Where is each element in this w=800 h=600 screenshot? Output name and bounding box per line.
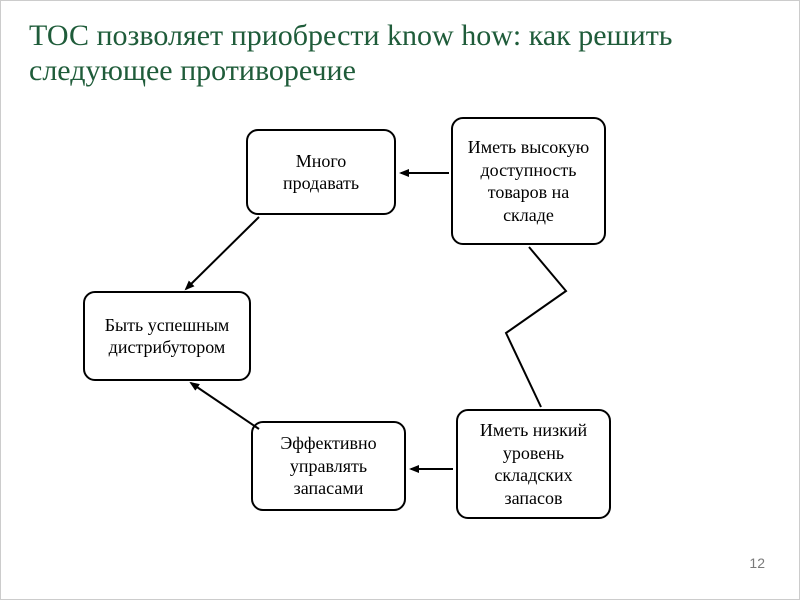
slide-title: ТОС позволяет приобрести know how: как р…: [29, 19, 771, 88]
arrow-manage_stock-to-successful: [191, 383, 259, 429]
node-successful-distributor: Быть успешным дистрибутором: [83, 291, 251, 381]
page-number: 12: [749, 555, 765, 571]
slide: ТОС позволяет приобрести know how: как р…: [0, 0, 800, 600]
conflict-zigzag: [506, 247, 566, 407]
node-manage-stock: Эффективно управлять запасами: [251, 421, 406, 511]
node-low-stock: Иметь низкий уровень складских запасов: [456, 409, 611, 519]
node-high-availability: Иметь высокую доступность товаров на скл…: [451, 117, 606, 245]
arrow-sell_more-to-successful: [186, 217, 259, 289]
node-sell-more: Много продавать: [246, 129, 396, 215]
